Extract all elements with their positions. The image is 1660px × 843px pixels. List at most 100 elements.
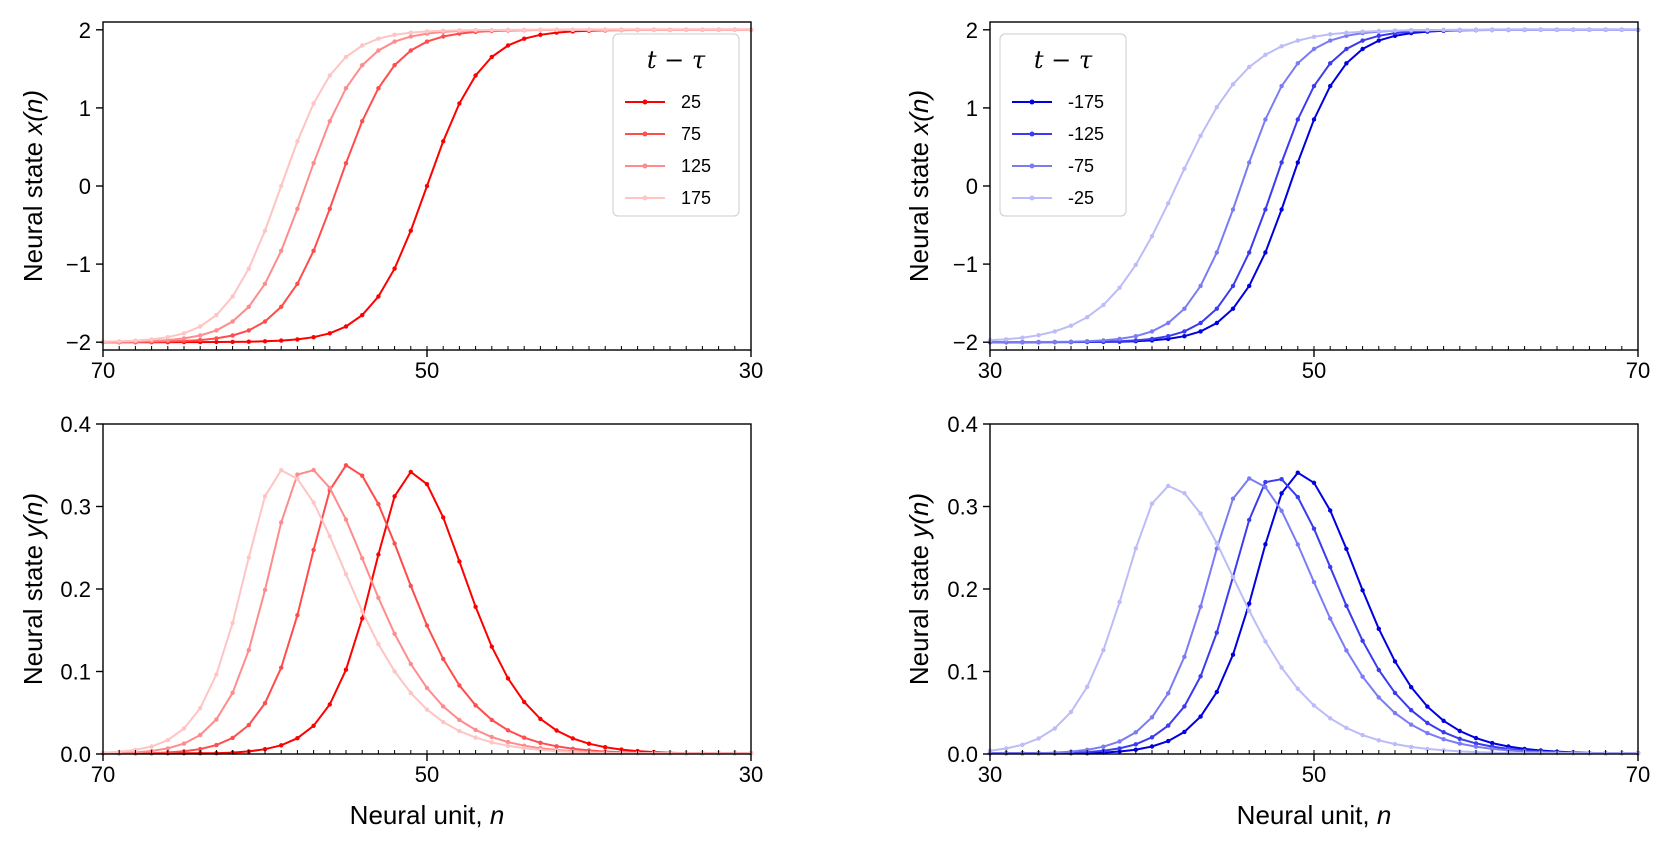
data-point xyxy=(376,641,381,647)
data-point xyxy=(1392,710,1398,716)
data-point xyxy=(279,520,284,525)
legend-label: 175 xyxy=(681,188,711,208)
data-point xyxy=(1263,117,1268,122)
y-tick-label: −2 xyxy=(953,330,978,355)
data-point xyxy=(457,101,462,106)
data-point xyxy=(554,27,559,32)
data-point xyxy=(1166,483,1171,489)
data-point xyxy=(489,644,494,649)
data-point xyxy=(295,472,300,477)
data-point xyxy=(295,281,300,286)
data-point xyxy=(457,559,462,564)
data-point xyxy=(1409,722,1414,727)
data-point xyxy=(700,27,705,32)
data-point xyxy=(408,228,413,233)
data-point xyxy=(603,745,608,750)
data-point xyxy=(1328,716,1333,721)
data-point xyxy=(1214,306,1220,311)
data-point xyxy=(505,739,511,745)
legend-title: t − τ xyxy=(1034,46,1093,74)
data-point xyxy=(1166,723,1171,728)
data-point xyxy=(1344,725,1349,731)
x-tick-label: 30 xyxy=(978,762,1002,787)
data-point xyxy=(295,476,300,481)
data-point xyxy=(473,703,478,708)
data-point xyxy=(1295,542,1301,547)
data-point xyxy=(1360,674,1365,679)
data-point xyxy=(1247,608,1252,613)
data-point xyxy=(246,647,251,653)
series--175 xyxy=(987,470,1641,756)
data-point xyxy=(343,54,349,60)
series-line xyxy=(990,471,1638,755)
y-axis-title: Neural state y(n) xyxy=(904,493,934,685)
x-tick-label: 70 xyxy=(91,358,115,383)
data-point xyxy=(619,27,624,32)
data-point xyxy=(1457,728,1463,734)
x-tick-label: 70 xyxy=(91,762,115,787)
legend: t − τ -175 -125 -75 -25 xyxy=(999,33,1127,217)
data-point xyxy=(1263,207,1268,212)
data-point xyxy=(1036,333,1041,338)
data-point xyxy=(1490,746,1495,752)
data-point xyxy=(1101,744,1106,749)
data-point xyxy=(1085,315,1090,320)
data-point xyxy=(1214,540,1220,546)
data-point xyxy=(1117,285,1122,290)
axes-frame xyxy=(102,423,752,755)
data-point xyxy=(262,339,268,344)
data-point xyxy=(360,609,365,614)
data-point xyxy=(457,717,462,723)
data-point xyxy=(1295,686,1301,691)
data-point xyxy=(1182,704,1187,709)
legend-marker xyxy=(1029,195,1035,201)
data-point xyxy=(1263,639,1268,644)
data-point xyxy=(311,500,316,505)
data-point xyxy=(522,36,527,41)
data-point xyxy=(1295,160,1301,165)
data-point xyxy=(1198,329,1203,334)
data-point xyxy=(489,27,494,33)
data-point xyxy=(198,324,203,329)
data-point xyxy=(424,685,430,691)
data-point xyxy=(457,28,462,33)
data-point xyxy=(1328,564,1333,570)
data-point xyxy=(1230,496,1236,501)
data-point xyxy=(1149,715,1155,720)
data-point xyxy=(1425,746,1430,752)
data-point xyxy=(327,702,332,707)
data-point xyxy=(1295,470,1301,475)
data-point xyxy=(408,30,413,35)
data-point xyxy=(1295,38,1301,43)
data-point xyxy=(279,304,284,309)
data-point xyxy=(522,699,527,705)
x-axis-title: Neural unit, n xyxy=(350,800,505,830)
data-point xyxy=(457,683,462,688)
data-point xyxy=(198,746,203,752)
data-point xyxy=(667,27,673,32)
data-point xyxy=(1101,302,1106,308)
data-point xyxy=(1182,166,1187,171)
x-tick-label: 50 xyxy=(1302,762,1326,787)
data-point xyxy=(1198,604,1203,609)
data-point xyxy=(1085,339,1090,344)
data-point xyxy=(489,740,494,745)
legend-label: 75 xyxy=(681,124,701,144)
data-point xyxy=(117,339,122,344)
data-point xyxy=(360,473,365,478)
data-point xyxy=(327,206,332,211)
data-point xyxy=(473,27,478,33)
data-point xyxy=(1166,738,1171,744)
tick-group: 30 50 70 0.0 0.1 0.2 0.3 0.4 xyxy=(947,412,1650,787)
data-point xyxy=(246,555,251,560)
data-point xyxy=(489,717,494,723)
legend-marker xyxy=(642,195,648,201)
data-point xyxy=(1263,52,1268,57)
y-tick-label: 0.2 xyxy=(947,577,978,602)
data-point xyxy=(1004,746,1009,751)
data-point xyxy=(1376,33,1382,38)
data-point xyxy=(1247,283,1252,289)
data-point xyxy=(1214,250,1220,255)
y-tick-label: 2 xyxy=(966,18,978,43)
data-point xyxy=(262,494,268,499)
